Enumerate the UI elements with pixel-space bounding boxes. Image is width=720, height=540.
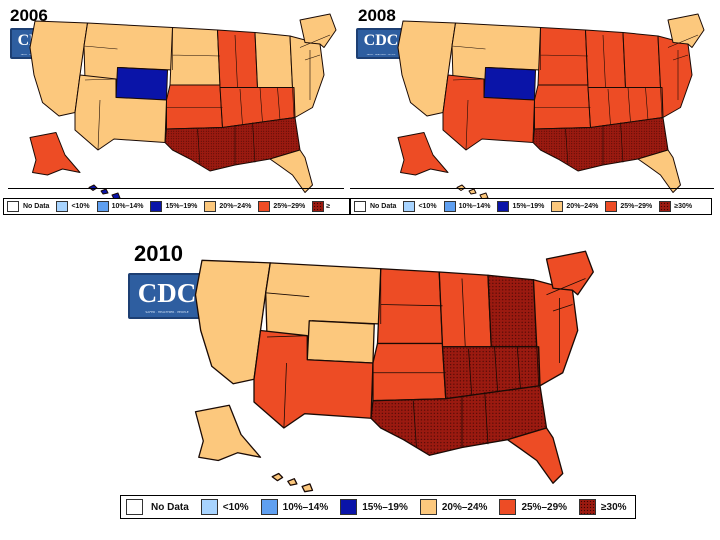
region-plains-s — [166, 84, 223, 130]
state-borders — [253, 262, 586, 448]
legend-item-p20: 20%–24% — [551, 201, 598, 212]
legend-item-p10: 10%–14% — [260, 499, 328, 515]
us-map-2006 — [29, 13, 337, 200]
swatch-p25 — [605, 201, 618, 212]
swatch-p25 — [258, 201, 271, 212]
swatch-p10 — [443, 201, 456, 212]
legend-item-p25: 25%–29% — [258, 201, 305, 212]
cdc-logo-text: CDC — [137, 278, 197, 308]
legend-2006: No Data <10% 10%–14% 15%–19% 20%–24% 25%… — [3, 198, 350, 215]
cdc-logo-2010: CDC SAFER · HEALTHIER · PEOPLE — [128, 273, 206, 319]
region-florida — [506, 427, 564, 484]
map-panel-2006: 2006 CDC SAFER · HEALTHIER · PEOPLE — [0, 0, 350, 220]
region-midwest-w — [217, 29, 258, 88]
region-colorado — [306, 320, 375, 364]
swatch-lt10 — [56, 201, 69, 212]
legend-2008: No Data <10% 10%–14% 15%–19% 20%–24% 25%… — [350, 198, 712, 215]
us-map-2010 — [194, 250, 594, 493]
region-atlantic — [289, 35, 325, 118]
region-alaska — [397, 132, 449, 176]
legend-item-p25: 25%–29% — [605, 201, 652, 212]
swatch-p30 — [312, 201, 325, 212]
swatch-p10 — [96, 201, 109, 212]
swatch-p15 — [497, 201, 510, 212]
swatch-p20 — [419, 499, 437, 515]
region-plains-s — [534, 84, 591, 130]
region-atlantic — [657, 35, 693, 118]
panel-divider-2008 — [350, 188, 714, 189]
cdc-logo-2008: CDC SAFER · HEALTHIER · PEOPLE — [356, 28, 406, 59]
legend-item-lt10: <10% — [403, 201, 437, 212]
region-midwest-e — [622, 32, 661, 88]
legend-item-p15: 15%–19% — [497, 201, 544, 212]
region-plains-n — [169, 27, 221, 86]
year-label-2008: 2008 — [358, 6, 396, 25]
swatch-p20 — [204, 201, 217, 212]
state-borders — [442, 22, 699, 166]
region-northeast — [545, 250, 594, 296]
swatch-nodata — [126, 499, 143, 515]
legend-item-p20: 20%–24% — [419, 499, 487, 515]
swatch-lt10 — [200, 499, 218, 515]
swatch-p15 — [150, 201, 163, 212]
legend-item-p30: ≥30% — [579, 499, 627, 515]
legend-item-p15: 15%–19% — [340, 499, 408, 515]
map-panel-2010: 2010 CDC SAFER · HEALTHIER · PEOPLE — [118, 225, 650, 525]
cdc-tagline: SAFER · HEALTHIER · PEOPLE — [145, 310, 189, 314]
region-plains-n — [537, 27, 589, 86]
legend-item-p15: 15%–19% — [150, 201, 197, 212]
cdc-tagline: SAFER · HEALTHIER · PEOPLE — [366, 54, 396, 56]
region-alaska — [29, 132, 81, 176]
legend-item-p30: ≥ — [312, 201, 330, 212]
swatch-p30 — [579, 499, 597, 515]
swatch-lt10 — [403, 201, 416, 212]
swatch-p25 — [499, 499, 517, 515]
region-northeast — [667, 13, 705, 48]
region-midwest-w — [438, 271, 492, 348]
legend-item-nodata: No Data — [7, 201, 49, 212]
swatch-p20 — [551, 201, 564, 212]
year-label-2010: 2010 — [134, 241, 183, 266]
legend-item-nodata: No Data — [354, 201, 396, 212]
cdc-logo-text: CDC — [363, 32, 399, 49]
swatch-nodata — [7, 201, 19, 212]
legend-item-p20: 20%–24% — [204, 201, 251, 212]
legend-item-p10: 10%–14% — [96, 201, 143, 212]
legend-item-lt10: <10% — [200, 499, 249, 515]
region-atlantic — [532, 279, 579, 387]
panel-divider-2006 — [8, 188, 344, 189]
swatch-p10 — [260, 499, 278, 515]
region-colorado — [115, 67, 168, 101]
legend-item-p10: 10%–14% — [443, 201, 490, 212]
region-midwest-e — [254, 32, 293, 88]
region-hawaii — [271, 472, 314, 493]
region-midwest-e — [487, 274, 538, 348]
legend-2010: No Data <10% 10%–14% 15%–19% 20%–24% 25%… — [120, 495, 636, 519]
legend-item-nodata: No Data — [126, 499, 189, 515]
us-map-2008 — [397, 13, 705, 200]
map-panel-2008: 2008 CDC SAFER · HEALTHIER · PEOPLE — [350, 0, 720, 220]
region-midwest-w — [585, 29, 626, 88]
legend-item-lt10: <10% — [56, 201, 90, 212]
swatch-nodata — [354, 201, 366, 212]
region-plains-n — [376, 268, 444, 345]
region-alaska — [194, 404, 262, 462]
legend-item-p25: 25%–29% — [499, 499, 567, 515]
legend-item-p30: ≥30% — [659, 201, 692, 212]
swatch-p15 — [340, 499, 358, 515]
year-label-2006: 2006 — [10, 6, 48, 25]
state-borders — [74, 22, 331, 166]
region-plains-s — [372, 342, 447, 402]
region-northeast — [299, 13, 337, 48]
region-colorado — [483, 67, 536, 101]
swatch-p30 — [659, 201, 672, 212]
